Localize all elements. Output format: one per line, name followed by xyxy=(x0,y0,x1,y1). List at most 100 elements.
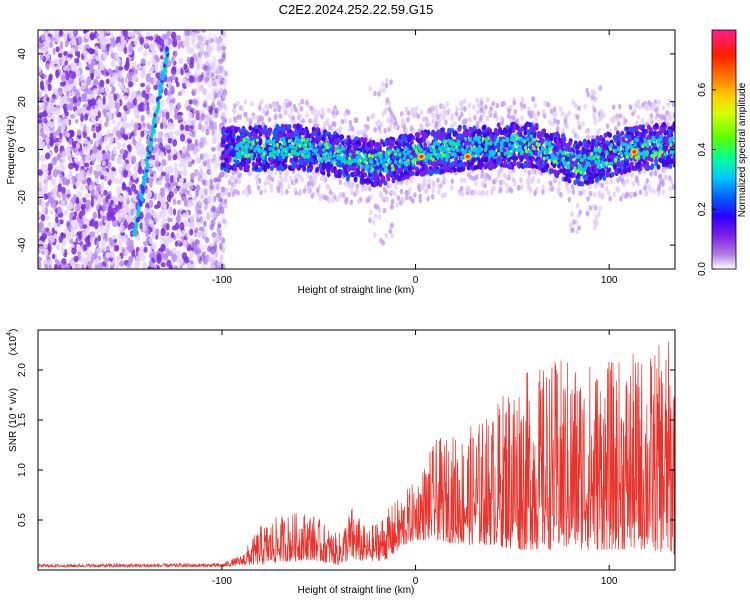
noise-speckle xyxy=(119,260,125,267)
noise-speckle xyxy=(219,41,224,50)
noise-speckle xyxy=(84,236,90,243)
noise-speckle xyxy=(48,263,52,269)
noise-speckle xyxy=(207,246,212,252)
band-halo-point xyxy=(557,180,561,186)
noise-speckle xyxy=(205,129,210,136)
band-halo-point xyxy=(533,190,537,197)
noise-speckle xyxy=(161,99,165,108)
noise-speckle xyxy=(169,85,175,93)
noise-speckle xyxy=(153,137,159,142)
noise-speckle xyxy=(199,42,205,47)
band-halo-point xyxy=(519,176,523,183)
band-halo-point xyxy=(542,113,547,119)
band-halo-point xyxy=(593,97,597,103)
noise-speckle xyxy=(209,246,215,255)
band-halo-point xyxy=(507,108,512,114)
noise-speckle xyxy=(91,253,96,261)
noise-speckle xyxy=(215,182,221,191)
noise-speckle xyxy=(218,80,224,86)
noise-speckle xyxy=(62,155,66,164)
band-halo-point xyxy=(337,128,342,135)
noise-speckle xyxy=(73,110,79,118)
noise-speckle xyxy=(195,43,200,50)
noise-speckle xyxy=(137,104,143,112)
band-halo-point xyxy=(338,192,343,198)
noise-speckle xyxy=(90,73,94,81)
noise-speckle xyxy=(200,72,205,79)
band-halo-point xyxy=(504,174,509,181)
noise-speckle xyxy=(153,84,159,91)
noise-speckle xyxy=(217,132,222,138)
band-halo-point xyxy=(347,109,351,116)
band-halo-point xyxy=(371,219,376,226)
band-halo-point xyxy=(520,96,525,102)
noise-speckle xyxy=(45,136,50,145)
noise-speckle xyxy=(194,182,200,189)
noise-speckle xyxy=(57,206,62,214)
noise-speckle xyxy=(114,52,119,60)
noise-speckle xyxy=(90,127,96,132)
noise-speckle xyxy=(198,256,202,262)
noise-speckle xyxy=(117,192,121,201)
noise-speckle xyxy=(122,153,126,161)
noise-speckle xyxy=(59,132,63,140)
spectrogram-marks xyxy=(38,30,675,269)
noise-speckle xyxy=(93,221,99,230)
noise-speckle xyxy=(137,46,141,53)
noise-speckle xyxy=(216,44,222,51)
noise-speckle xyxy=(216,259,222,265)
noise-speckle xyxy=(110,51,115,60)
noise-speckle xyxy=(178,177,184,184)
band-halo-point xyxy=(368,186,372,192)
band-halo-point xyxy=(459,190,463,197)
noise-speckle xyxy=(142,225,147,232)
band-halo-point xyxy=(300,98,305,105)
noise-speckle xyxy=(80,114,84,122)
noise-speckle xyxy=(57,117,63,126)
noise-speckle xyxy=(210,146,216,152)
band-halo-point xyxy=(635,177,639,184)
noise-speckle xyxy=(174,50,178,57)
noise-speckle xyxy=(89,139,94,145)
band-halo-point xyxy=(458,101,463,107)
band-halo-point xyxy=(499,167,504,174)
noise-speckle xyxy=(60,165,66,172)
band-halo-point xyxy=(640,118,645,124)
noise-speckle xyxy=(117,111,122,118)
noise-speckle xyxy=(194,239,201,248)
noise-speckle xyxy=(82,224,88,230)
band-halo-point xyxy=(622,115,626,121)
noise-speckle xyxy=(202,88,207,96)
noise-speckle xyxy=(73,67,79,73)
noise-speckle xyxy=(214,88,220,97)
noise-speckle xyxy=(179,222,185,231)
noise-speckle xyxy=(81,264,85,269)
noise-speckle xyxy=(71,36,75,46)
band-halo-point xyxy=(395,202,399,208)
noise-speckle xyxy=(57,183,63,193)
noise-speckle xyxy=(60,232,64,237)
band-halo-point xyxy=(301,118,306,124)
noise-speckle xyxy=(132,172,138,181)
noise-speckle xyxy=(216,231,221,239)
band-halo-point xyxy=(247,184,251,191)
noise-speckle xyxy=(122,181,126,190)
noise-speckle xyxy=(77,251,82,256)
noise-speckle xyxy=(145,73,151,82)
band-halo-point xyxy=(567,196,572,203)
noise-speckle xyxy=(79,158,84,167)
noise-speckle xyxy=(38,153,41,162)
noise-speckle xyxy=(134,111,140,120)
noise-speckle xyxy=(123,46,128,55)
noise-speckle xyxy=(80,82,86,91)
band-halo-point xyxy=(419,122,423,129)
noise-speckle xyxy=(183,239,187,248)
noise-speckle xyxy=(207,115,213,120)
noise-speckle xyxy=(179,133,186,142)
noise-speckle xyxy=(137,30,143,33)
band-halo-point xyxy=(649,113,654,119)
noise-speckle xyxy=(113,244,120,252)
noise-speckle xyxy=(131,61,137,68)
noise-speckle xyxy=(208,222,214,230)
noise-speckle xyxy=(195,186,200,191)
